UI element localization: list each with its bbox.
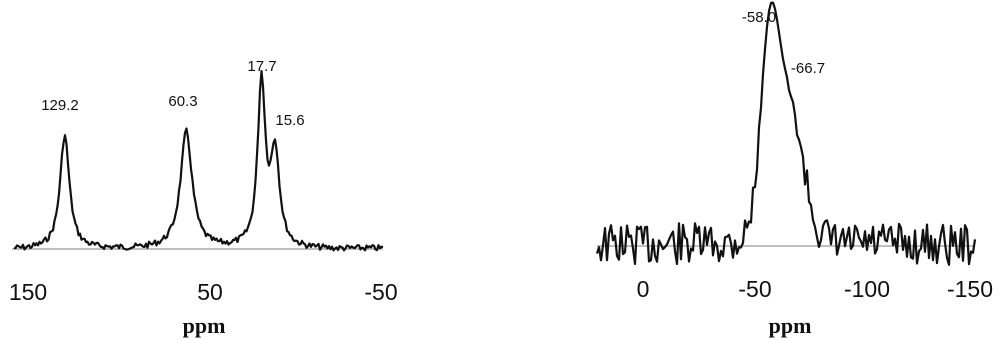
right-tick-label: -150 [947,276,993,302]
chart-right: -58.0 -66.7 0 -50 -100 -150 ppm [595,1,993,338]
chart-left: 129.2 60.3 17.7 15.6 150 50 -50 ppm [9,58,398,338]
right-peak-label: -66.7 [791,60,825,77]
right-spectrum-trace [595,1,977,266]
left-peak-label: 129.2 [41,97,79,114]
left-tick-label: -50 [364,279,397,305]
left-axis-title: ppm [183,313,226,338]
right-tick-label: -100 [844,276,890,302]
left-peak-label: 15.6 [275,112,304,129]
left-spectrum-trace [13,70,384,252]
left-tick-label: 50 [197,279,223,305]
left-tick-label: 150 [9,279,47,305]
left-peak-label: 17.7 [247,58,276,75]
right-axis-title: ppm [769,313,812,338]
left-peak-label: 60.3 [168,93,197,110]
right-peak-label: -58.0 [742,9,776,26]
right-tick-label: -50 [738,276,771,302]
right-tick-label: 0 [637,276,650,302]
